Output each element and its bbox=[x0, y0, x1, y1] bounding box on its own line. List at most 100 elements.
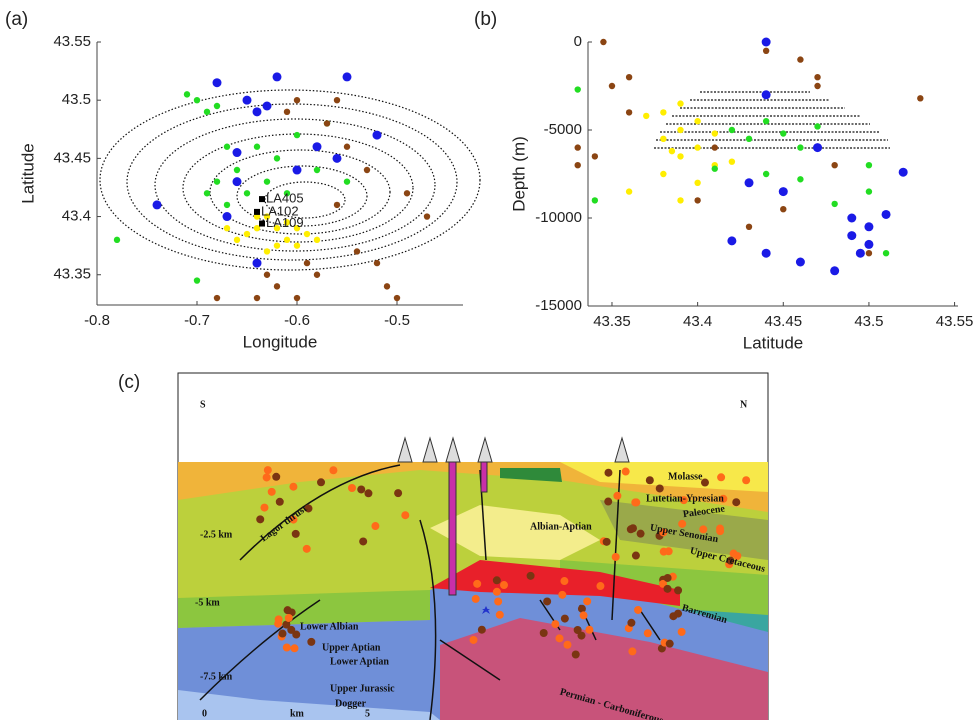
point bbox=[574, 162, 581, 169]
event bbox=[329, 466, 338, 475]
point bbox=[591, 153, 599, 160]
point bbox=[263, 213, 271, 220]
point bbox=[745, 223, 753, 230]
point bbox=[660, 170, 667, 178]
point bbox=[313, 166, 321, 174]
event bbox=[663, 584, 672, 593]
point bbox=[273, 155, 281, 162]
x-tick-label: 43.45 bbox=[765, 313, 803, 330]
point bbox=[293, 242, 301, 249]
point bbox=[727, 236, 737, 246]
event bbox=[611, 552, 620, 561]
point bbox=[313, 236, 321, 244]
annotation: LA102 bbox=[261, 203, 299, 218]
y-tick-label: 43.5 bbox=[62, 91, 91, 108]
event bbox=[604, 497, 613, 506]
point bbox=[761, 90, 771, 100]
layer bbox=[178, 690, 440, 720]
event bbox=[291, 529, 300, 538]
event bbox=[282, 643, 291, 652]
y-tick-label: 43.45 bbox=[53, 149, 91, 166]
event bbox=[583, 597, 592, 606]
event bbox=[473, 579, 482, 588]
section-label: Lutetian-Ypresian bbox=[646, 493, 724, 504]
point bbox=[761, 37, 771, 47]
point bbox=[591, 197, 599, 204]
point bbox=[253, 143, 261, 150]
section-label: Molasse bbox=[668, 471, 703, 482]
event bbox=[359, 537, 368, 546]
section-label: -7.5 km bbox=[200, 671, 233, 682]
section-label: Lower Albian bbox=[300, 621, 359, 632]
point bbox=[272, 72, 282, 82]
point bbox=[677, 153, 684, 160]
events bbox=[256, 466, 751, 659]
rig bbox=[614, 436, 630, 463]
point bbox=[865, 250, 873, 257]
event bbox=[262, 473, 271, 482]
event bbox=[260, 503, 269, 512]
annotation: LA109 bbox=[266, 215, 304, 230]
event bbox=[699, 525, 708, 534]
point bbox=[373, 259, 381, 267]
fault bbox=[239, 464, 401, 561]
panel-label: (a) bbox=[5, 9, 28, 30]
event bbox=[563, 640, 572, 649]
rigs bbox=[397, 436, 630, 463]
section-label: 0 bbox=[202, 708, 207, 719]
point bbox=[728, 158, 736, 165]
point bbox=[797, 144, 804, 151]
point bbox=[574, 86, 581, 93]
event bbox=[495, 610, 504, 619]
event bbox=[289, 515, 298, 524]
point bbox=[608, 82, 616, 90]
contour bbox=[126, 103, 458, 261]
star bbox=[482, 606, 490, 614]
event bbox=[643, 629, 652, 638]
point bbox=[677, 197, 684, 204]
point bbox=[830, 266, 840, 276]
event bbox=[500, 581, 509, 590]
event bbox=[401, 511, 410, 520]
event bbox=[539, 629, 548, 638]
point bbox=[711, 165, 718, 172]
event bbox=[526, 571, 535, 580]
well bbox=[480, 461, 488, 493]
point bbox=[847, 213, 857, 223]
y-tick-label: 43.55 bbox=[53, 33, 91, 50]
event bbox=[626, 525, 635, 534]
event bbox=[302, 544, 311, 553]
point bbox=[780, 206, 787, 213]
point bbox=[745, 135, 753, 142]
event bbox=[283, 606, 292, 615]
x-tick-label: 43.35 bbox=[593, 313, 631, 330]
event bbox=[304, 504, 313, 513]
plot: 43.35 43.4 43.45 43.5 43.55 -15000 -10000 -5000… bbox=[509, 33, 973, 353]
event bbox=[663, 573, 672, 582]
event bbox=[275, 497, 284, 506]
point bbox=[855, 248, 865, 258]
x-tick-label: -0.6 bbox=[284, 312, 310, 329]
event bbox=[494, 597, 503, 606]
point bbox=[332, 153, 342, 163]
panel-label: (b) bbox=[474, 9, 497, 30]
point bbox=[213, 178, 221, 185]
event bbox=[492, 587, 501, 596]
point bbox=[363, 166, 371, 174]
x-tick-label: 43.55 bbox=[936, 313, 974, 330]
contour bbox=[236, 165, 368, 227]
point bbox=[203, 108, 211, 116]
point bbox=[814, 82, 821, 90]
point bbox=[343, 143, 351, 150]
section-label: -2.5 km bbox=[200, 529, 233, 540]
event bbox=[604, 468, 613, 477]
point bbox=[625, 74, 633, 81]
point bbox=[223, 201, 231, 209]
point bbox=[262, 101, 272, 111]
y-tick-label: -5000 bbox=[544, 121, 582, 138]
event bbox=[636, 529, 645, 538]
point bbox=[193, 277, 201, 284]
point bbox=[643, 112, 650, 120]
event bbox=[571, 650, 580, 659]
event bbox=[573, 626, 582, 635]
